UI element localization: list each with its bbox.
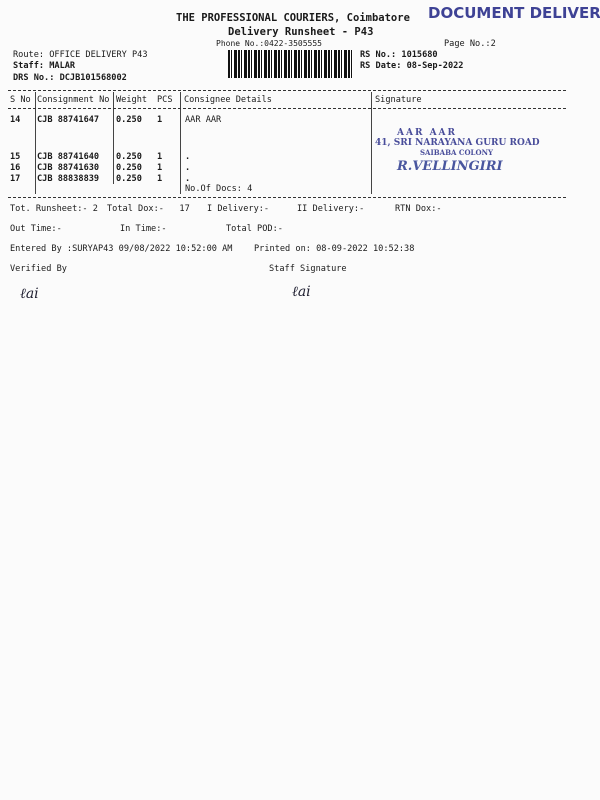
- page-number: Page No.:2: [444, 39, 496, 49]
- company-name: THE PROFESSIONAL COURIERS, Coimbatore: [176, 12, 410, 24]
- header-sno: S No: [10, 95, 31, 105]
- printed-on: Printed on: 08-09-2022 10:52:38: [254, 244, 415, 254]
- divider: [8, 108, 566, 109]
- sno: 14: [10, 115, 21, 125]
- pcs: 1: [157, 163, 163, 173]
- consignee-details: .: [185, 152, 191, 162]
- docs-count: No.Of Docs: 4: [185, 184, 253, 194]
- header-pcs: PCS: [157, 95, 173, 105]
- consignee-stamp: AAR AAR 41, SRI NARAYANA GURU ROAD SAIBA…: [375, 128, 540, 174]
- sno: 16: [10, 163, 21, 173]
- stamp-line-3: SAIBABA COLONY: [420, 148, 493, 157]
- phone: Phone No.:0422-3505555: [216, 39, 322, 48]
- column-divider: [371, 92, 372, 194]
- weight: 0.250: [116, 115, 142, 125]
- weight: 0.250: [116, 163, 142, 173]
- weight: 0.250: [116, 152, 142, 162]
- document-delivery-stamp: DOCUMENT DELIVERY: [428, 4, 600, 22]
- column-divider: [35, 92, 36, 194]
- header-consignment: Consignment No: [37, 95, 110, 105]
- pcs: 1: [157, 152, 163, 162]
- staff-signature-label: Staff Signature: [269, 264, 347, 274]
- i-delivery: I Delivery:-: [207, 204, 270, 214]
- total-pod: Total POD:-: [226, 224, 283, 234]
- total-dox: Total Dox:- 17: [107, 204, 190, 214]
- out-time: Out Time:-: [10, 224, 62, 234]
- consignment-no: CJB 88838839: [37, 174, 100, 184]
- rs-date: RS Date: 08-Sep-2022: [360, 61, 464, 71]
- verified-by-label: Verified By: [10, 264, 67, 274]
- staff: Staff: MALAR: [13, 61, 76, 71]
- route: Route: OFFICE DELIVERY P43: [13, 50, 148, 60]
- sno: 17: [10, 174, 21, 184]
- consignment-no: CJB 88741630: [37, 163, 100, 173]
- ii-delivery: II Delivery:-: [297, 204, 365, 214]
- consignee-details: AAR AAR: [185, 115, 222, 125]
- staff-signature: ℓai: [292, 284, 311, 300]
- consignment-no: CJB 88741647: [37, 115, 100, 125]
- pcs: 1: [157, 174, 163, 184]
- stamp-line-2: 41, SRI NARAYANA GURU ROAD: [375, 138, 540, 148]
- consignment-no: CJB 88741640: [37, 152, 100, 162]
- column-divider: [180, 92, 181, 194]
- entered-by: Entered By :SURYAP43 09/08/2022 10:52:00…: [10, 244, 233, 254]
- rtn-dox: RTN Dox:-: [395, 204, 442, 214]
- header-signature: Signature: [375, 95, 422, 105]
- stamp-line-1: AAR AAR: [397, 128, 458, 138]
- consignee-details: .: [185, 163, 191, 173]
- divider: [8, 90, 566, 91]
- header-consignee: Consignee Details: [184, 95, 272, 105]
- page-title: Delivery Runsheet - P43: [228, 26, 374, 38]
- barcode: [228, 50, 353, 78]
- tot-runsheet: Tot. Runsheet:- 2: [10, 204, 98, 214]
- rs-number: RS No.: 1015680: [360, 50, 438, 60]
- column-divider: [113, 92, 114, 184]
- verified-signature: ℓai: [20, 286, 39, 302]
- drs-number: DRS No.: DCJB101568002: [13, 73, 127, 83]
- consignee-details: .: [185, 174, 191, 184]
- divider: [8, 197, 566, 198]
- pcs: 1: [157, 115, 163, 125]
- in-time: In Time:-: [120, 224, 167, 234]
- stamp-handwriting: R.VELLINGIRI: [397, 159, 503, 174]
- sno: 15: [10, 152, 21, 162]
- header-weight: Weight: [116, 95, 148, 105]
- weight: 0.250: [116, 174, 142, 184]
